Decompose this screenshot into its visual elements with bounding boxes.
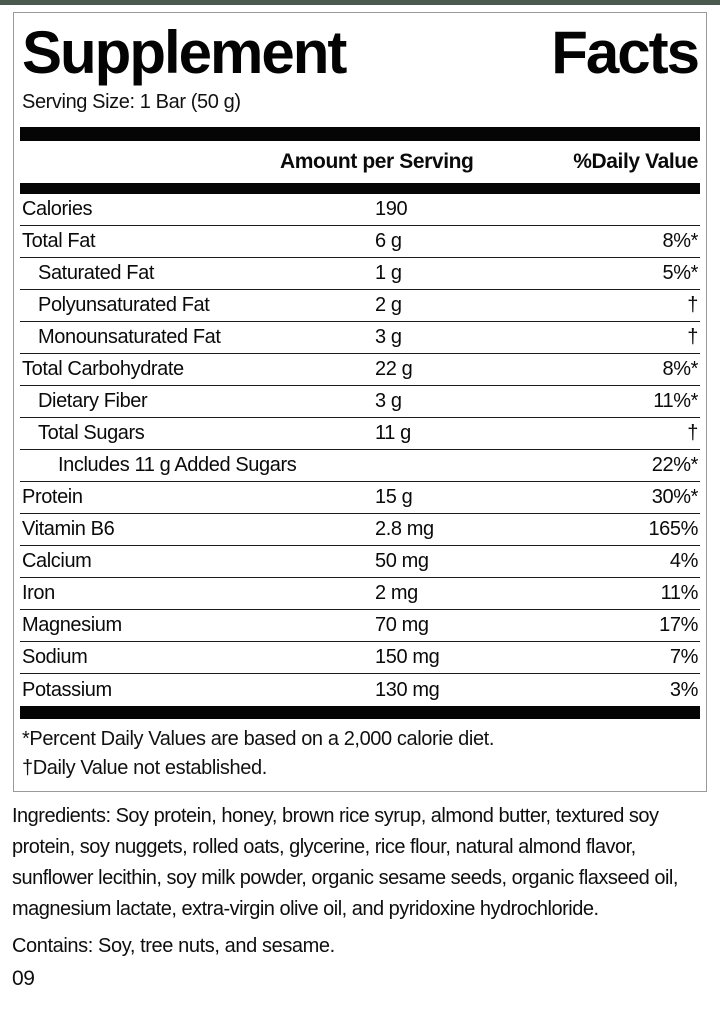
nutrient-amount: 150 mg <box>375 646 440 668</box>
nutrient-daily-value: † <box>687 422 698 444</box>
nutrient-daily-value: 22%* <box>651 454 699 476</box>
table-row-calcium: Calcium 50 mg 4% <box>20 546 700 578</box>
nutrient-label: Total Sugars <box>38 422 145 444</box>
divider-thick-header <box>20 183 700 194</box>
table-row-dietary-fiber: Dietary Fiber 3 g 11%* <box>20 386 700 418</box>
nutrient-amount: 2 mg <box>375 582 418 604</box>
nutrient-label: Total Fat <box>22 230 96 252</box>
nutrient-label: Polyunsaturated Fat <box>38 294 210 316</box>
nutrient-amount: 1 g <box>375 262 402 284</box>
table-row-total-fat: Total Fat 6 g 8%* <box>20 226 700 258</box>
nutrient-daily-value: 7% <box>669 646 699 668</box>
nutrient-daily-value: 11%* <box>653 390 698 412</box>
nutrient-amount: 3 g <box>375 326 402 348</box>
nutrient-daily-value: † <box>687 326 698 348</box>
nutrient-daily-value: 8%* <box>662 230 699 252</box>
nutrient-label: Magnesium <box>22 614 122 636</box>
panel-title-word-facts: Facts <box>551 19 700 86</box>
nutrient-label: Dietary Fiber <box>38 390 148 412</box>
table-row-magnesium: Magnesium 70 mg 17% <box>20 610 700 642</box>
nutrient-amount: 2.8 mg <box>375 518 434 540</box>
serving-size-text: Serving Size: 1 Bar (50 g) <box>22 91 241 113</box>
divider-thick-bottom <box>20 706 700 719</box>
nutrient-amount: 2 g <box>375 294 402 316</box>
nutrient-daily-value: 3% <box>669 678 699 701</box>
nutrient-amount: 130 mg <box>375 678 440 701</box>
supplement-facts-panel: Supplement Facts Serving Size: 1 Bar (50… <box>13 12 707 792</box>
divider-thick-top <box>20 127 700 141</box>
nutrient-amount: 15 g <box>375 486 413 508</box>
nutrient-daily-value: 11% <box>660 582 699 604</box>
table-row-iron: Iron 2 mg 11% <box>20 578 700 610</box>
ingredients-text: Ingredients: Soy protein, honey, brown r… <box>12 805 678 920</box>
nutrient-amount: 22 g <box>375 358 413 380</box>
daily-value-header: %Daily Value <box>573 150 698 173</box>
nutrient-daily-value: 30%* <box>651 486 699 508</box>
nutrient-label: Sodium <box>22 646 88 668</box>
nutrient-label: Protein <box>22 486 83 508</box>
page-code: 09 <box>12 967 35 990</box>
table-row-polyunsaturated-fat: Polyunsaturated Fat 2 g † <box>20 290 700 322</box>
table-row-saturated-fat: Saturated Fat 1 g 5%* <box>20 258 700 290</box>
table-row-total-sugars: Total Sugars 11 g † <box>20 418 700 450</box>
table-row-added-sugars: Includes 11 g Added Sugars 22%* <box>20 450 700 482</box>
nutrient-label: Calories <box>22 198 93 220</box>
nutrient-table: Calories 190 Total Fat 6 g 8%* Saturated… <box>20 194 700 706</box>
nutrient-label: Vitamin B6 <box>22 518 115 540</box>
table-row-sodium: Sodium 150 mg 7% <box>20 642 700 674</box>
nutrient-amount: 6 g <box>375 230 402 252</box>
table-row-total-carbohydrate: Total Carbohydrate 22 g 8%* <box>20 354 700 386</box>
allergen-contains-text: Contains: Soy, tree nuts, and sesame. <box>12 935 335 957</box>
footnotes: *Percent Daily Values are based on a 2,0… <box>20 719 700 789</box>
table-row-vitamin-b6: Vitamin B6 2.8 mg 165% <box>20 514 700 546</box>
nutrient-label: Total Carbohydrate <box>22 358 184 380</box>
nutrient-daily-value: 8%* <box>662 358 699 380</box>
table-row-monounsaturated-fat: Monounsaturated Fat 3 g † <box>20 322 700 354</box>
nutrient-amount: 3 g <box>375 390 402 412</box>
nutrient-label: Calcium <box>22 550 92 572</box>
nutrient-amount: 190 <box>375 198 408 220</box>
footnote-dagger: †Daily Value not established. <box>22 757 267 779</box>
panel-title: Supplement Facts <box>20 19 700 84</box>
table-row-protein: Protein 15 g 30%* <box>20 482 700 514</box>
nutrient-label: Includes 11 g Added Sugars <box>58 454 297 476</box>
nutrient-amount: 70 mg <box>375 614 429 636</box>
nutrient-amount: 11 g <box>375 422 411 444</box>
table-row-potassium: Potassium 130 mg 3% <box>20 674 700 706</box>
table-row-calories: Calories 190 <box>20 194 700 226</box>
nutrient-daily-value: † <box>687 294 698 316</box>
nutrient-daily-value: 5%* <box>662 262 699 284</box>
nutrient-daily-value: 4% <box>669 550 699 572</box>
panel-title-word-supplement: Supplement <box>22 19 347 86</box>
nutrient-label: Monounsaturated Fat <box>38 326 221 348</box>
nutrient-label: Saturated Fat <box>38 262 154 284</box>
column-header-row: Amount per Serving %Daily Value <box>20 141 700 183</box>
footnote-daily-values: *Percent Daily Values are based on a 2,0… <box>22 728 494 750</box>
nutrient-label: Potassium <box>22 678 112 701</box>
top-accent-strip <box>0 0 720 5</box>
amount-per-serving-header: Amount per Serving <box>280 150 474 173</box>
nutrient-amount: 50 mg <box>375 550 429 572</box>
nutrient-daily-value: 17% <box>659 614 698 636</box>
nutrient-label: Iron <box>22 582 55 604</box>
nutrient-daily-value: 165% <box>648 518 698 540</box>
